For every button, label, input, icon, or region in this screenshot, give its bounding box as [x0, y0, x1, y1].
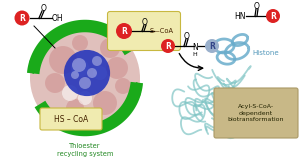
FancyBboxPatch shape: [107, 11, 181, 50]
Text: O: O: [142, 17, 148, 27]
Circle shape: [71, 59, 89, 77]
Text: O: O: [254, 1, 260, 10]
Circle shape: [87, 68, 97, 78]
FancyBboxPatch shape: [214, 88, 298, 138]
Circle shape: [116, 23, 132, 39]
Text: O: O: [41, 3, 47, 12]
Circle shape: [66, 99, 84, 117]
Circle shape: [78, 91, 92, 105]
Text: HS – CoA: HS – CoA: [54, 115, 88, 124]
Polygon shape: [130, 83, 140, 95]
Text: R: R: [121, 27, 127, 36]
Circle shape: [161, 39, 175, 53]
Circle shape: [93, 66, 107, 80]
Circle shape: [14, 10, 29, 26]
Text: S—CoA: S—CoA: [150, 28, 174, 34]
Circle shape: [45, 73, 65, 93]
Text: O: O: [184, 32, 190, 41]
Text: Thioester
recycling system: Thioester recycling system: [57, 143, 113, 157]
Circle shape: [93, 91, 117, 115]
Circle shape: [115, 78, 131, 94]
Text: N: N: [192, 42, 198, 51]
Circle shape: [106, 57, 128, 79]
Circle shape: [205, 39, 219, 53]
Circle shape: [79, 77, 91, 89]
Circle shape: [72, 58, 86, 72]
Circle shape: [49, 46, 77, 74]
Text: H: H: [193, 51, 197, 56]
Text: Acyl-S-CoA-
dependent
biotransformation: Acyl-S-CoA- dependent biotransformation: [228, 104, 284, 122]
Circle shape: [64, 50, 110, 96]
Text: OH: OH: [52, 13, 64, 23]
Circle shape: [100, 38, 120, 58]
Text: R: R: [270, 11, 276, 20]
Polygon shape: [30, 61, 40, 74]
Text: R: R: [165, 42, 171, 50]
Text: Histone: Histone: [252, 50, 279, 56]
Circle shape: [266, 9, 280, 23]
FancyBboxPatch shape: [40, 108, 102, 130]
Text: R: R: [209, 42, 215, 50]
Circle shape: [62, 85, 78, 101]
Circle shape: [72, 35, 88, 51]
Text: R: R: [19, 13, 25, 23]
Circle shape: [71, 71, 79, 79]
Text: HN: HN: [234, 11, 246, 20]
Circle shape: [92, 56, 102, 66]
Circle shape: [30, 23, 140, 133]
